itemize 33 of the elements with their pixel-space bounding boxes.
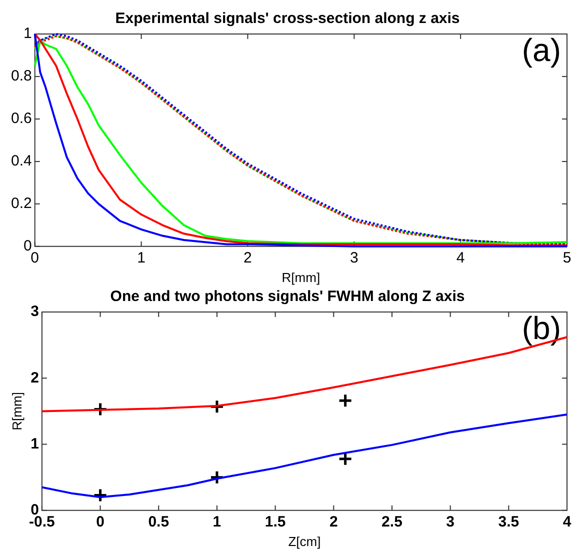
x-tick-label: 0.5 [148,514,170,531]
x-tick-label: 1 [137,250,146,267]
chart-title: One and two photons signals' FWHM along Z axis [110,288,465,306]
x-tick-label: 0 [96,514,104,531]
x-axis-title: Z[cm] [288,534,321,549]
y-tick-label: 0 [24,238,32,255]
x-tick-label: 1 [212,514,222,531]
x-tick-label: 4 [456,250,465,267]
x-tick-label: 3 [350,250,358,267]
x-axis-title: R[mm] [282,270,320,285]
y-tick-label: 1 [30,435,39,452]
y-tick-label: 0.6 [10,110,32,128]
point [338,393,353,408]
x-tick-label: 4 [562,514,572,531]
y-tick-label: 1 [24,25,32,42]
point [93,488,108,502]
y-tick-label: 3 [30,303,39,320]
annotation: (a) [522,32,561,68]
x-tick-label: 3 [446,514,454,531]
y-tick-label: 0.8 [10,68,32,85]
y-tick-label: 0.2 [10,195,32,212]
y-tick-label: 0.4 [10,152,32,170]
y-axis-title: R[mm] [9,392,24,430]
x-tick-label: 2.5 [382,514,402,531]
x-tick-label: 5 [562,250,572,267]
x-tick-label: 2 [329,514,338,531]
x-tick-label: 1.5 [264,514,286,531]
y-tick-label: 2 [30,369,39,386]
annotation: (b) [522,310,561,346]
chart-title: Experimental signals' cross-section along z axis [115,10,460,28]
x-tick-label: 2 [244,250,252,267]
x-tick-label: 3.5 [498,514,520,531]
point [338,452,353,466]
